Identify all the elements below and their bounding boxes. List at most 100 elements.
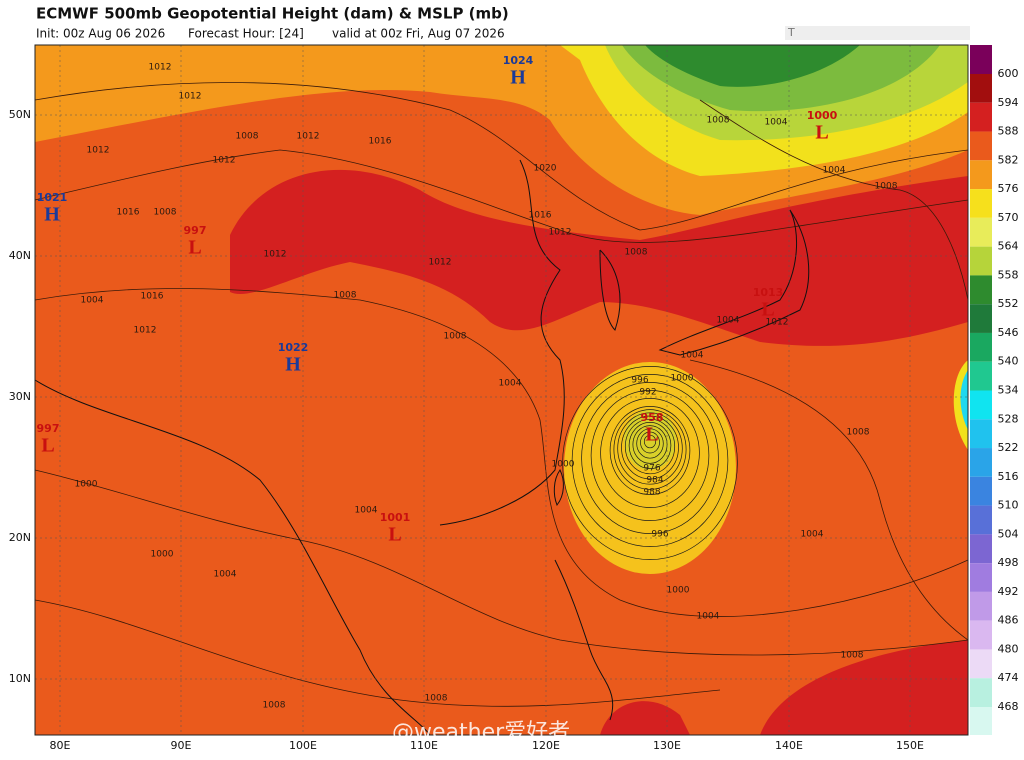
colorbar-band bbox=[970, 649, 992, 679]
colorbar-band bbox=[970, 505, 992, 535]
colorbar-label: 588 bbox=[998, 125, 1019, 138]
corner-box bbox=[785, 26, 970, 40]
isobar-label: 996 bbox=[651, 530, 668, 540]
colorbar-band bbox=[970, 160, 992, 190]
isobar-label: 1012 bbox=[213, 156, 236, 166]
ring bbox=[640, 431, 660, 454]
ring bbox=[581, 382, 719, 534]
edge-shade-cyan bbox=[960, 370, 968, 430]
colorbar-band bbox=[970, 131, 992, 161]
colorbar-label: 480 bbox=[998, 642, 1019, 655]
colorbar-label: 582 bbox=[998, 153, 1019, 166]
isobar-label: 992 bbox=[639, 388, 656, 398]
center-value: 1000 bbox=[807, 109, 838, 122]
colorbar-band bbox=[970, 620, 992, 650]
isobar-label: 996 bbox=[631, 376, 648, 386]
colorbar-band bbox=[970, 74, 992, 103]
ring bbox=[590, 390, 710, 521]
ring bbox=[600, 398, 700, 508]
isobar-label: 1004 bbox=[823, 166, 846, 176]
isobar bbox=[689, 359, 969, 641]
center-value: 1021 bbox=[37, 191, 68, 204]
colorbar-label: 546 bbox=[998, 326, 1019, 339]
ring bbox=[628, 422, 672, 469]
ring bbox=[621, 415, 679, 480]
colorbar-band bbox=[970, 304, 992, 333]
isobar-label: 1000 bbox=[75, 480, 98, 490]
isobar-label: 1008 bbox=[334, 291, 357, 301]
isobar-label: 1004 bbox=[499, 379, 522, 389]
lat-label: 20N bbox=[9, 531, 31, 544]
isobar-label: 1004 bbox=[717, 316, 740, 326]
center-letter: H bbox=[510, 67, 526, 89]
colorbar-label: 516 bbox=[998, 470, 1019, 483]
isobar-label: 988 bbox=[643, 488, 660, 498]
isobar bbox=[34, 149, 969, 243]
init-time: Init: 00z Aug 06 2026 bbox=[36, 27, 165, 41]
colorbar-band bbox=[970, 534, 992, 564]
isobar-label: 1008 bbox=[707, 116, 730, 126]
isobar-label: 1012 bbox=[297, 132, 320, 142]
graticule bbox=[35, 45, 968, 735]
ring bbox=[632, 425, 668, 464]
coast-philippines bbox=[554, 559, 614, 721]
isobar-label: 1012 bbox=[766, 318, 789, 328]
colorbar-band bbox=[970, 419, 992, 449]
ring bbox=[643, 434, 657, 449]
isobar bbox=[34, 288, 969, 617]
center-letter: L bbox=[41, 435, 54, 457]
lon-label: 100E bbox=[289, 739, 317, 752]
colorbar-band bbox=[970, 678, 992, 707]
center-letter: L bbox=[761, 299, 774, 321]
isobar-label: 1000 bbox=[671, 374, 694, 384]
isobar-label: 1008 bbox=[625, 248, 648, 258]
colorbar-label: 492 bbox=[998, 585, 1019, 598]
lon-label: 150E bbox=[896, 739, 924, 752]
center-value: 1024 bbox=[503, 54, 534, 67]
colorbar-band bbox=[970, 361, 992, 391]
isobar-label: 1008 bbox=[263, 701, 286, 711]
isobar bbox=[34, 469, 969, 656]
isobar-label: 1008 bbox=[154, 208, 177, 218]
typhoon-isobars bbox=[562, 366, 738, 560]
isobar-label: 1016 bbox=[141, 292, 164, 302]
colorbar-band bbox=[970, 332, 992, 362]
colorbar-label: 552 bbox=[998, 297, 1019, 310]
isobar bbox=[34, 599, 721, 707]
center-letter: L bbox=[388, 524, 401, 546]
isobar-label: 1004 bbox=[681, 351, 704, 361]
lon-label: 80E bbox=[50, 739, 71, 752]
isobars bbox=[34, 82, 969, 707]
shade-south-1 bbox=[600, 701, 690, 735]
lat-label: 10N bbox=[9, 672, 31, 685]
coast-china bbox=[439, 159, 565, 526]
lon-label: 130E bbox=[653, 739, 681, 752]
isobar-label: 1012 bbox=[429, 258, 452, 268]
isobar-label: 1008 bbox=[444, 332, 467, 342]
isobar-label: 1016 bbox=[369, 137, 392, 147]
colorbar-label: 594 bbox=[998, 96, 1019, 109]
isobar-label: 1012 bbox=[549, 228, 572, 238]
coast-taiwan bbox=[553, 469, 564, 506]
ring bbox=[609, 406, 691, 495]
colorbar-label: 570 bbox=[998, 211, 1019, 224]
colorbar-label: 600 bbox=[998, 67, 1019, 80]
shade-552 bbox=[640, 45, 860, 87]
center-value: 1022 bbox=[278, 341, 309, 354]
colorbar-label: 564 bbox=[998, 240, 1019, 253]
colorbar-label: 510 bbox=[998, 499, 1019, 512]
ring bbox=[562, 366, 738, 560]
isobar-label: 1004 bbox=[355, 506, 378, 516]
colorbar-label: 468 bbox=[998, 700, 1019, 713]
colorbar-band bbox=[970, 45, 992, 74]
isobar-label: 1000 bbox=[151, 550, 174, 560]
coast-korea bbox=[599, 249, 621, 331]
lon-label: 110E bbox=[410, 739, 438, 752]
coast-japan bbox=[658, 209, 810, 356]
corner-mark: T bbox=[787, 26, 795, 39]
colorbar-label: 498 bbox=[998, 556, 1019, 569]
colorbar-label: 558 bbox=[998, 268, 1019, 281]
ring bbox=[571, 374, 729, 547]
colorbar-label: 576 bbox=[998, 182, 1019, 195]
colorbar-band bbox=[970, 246, 992, 276]
